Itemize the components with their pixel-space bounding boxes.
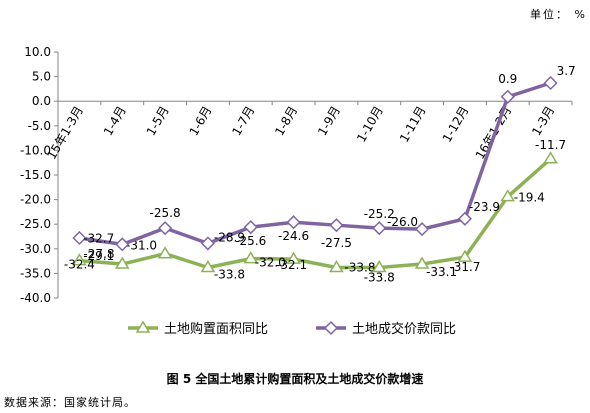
x-tick-label: 1-8月 <box>272 104 300 138</box>
data-point-diamond <box>72 230 87 246</box>
legend-label: 土地购置面积同比 <box>164 321 268 337</box>
data-point-diamond <box>372 221 387 236</box>
y-tick-label: 0.0 <box>32 94 51 108</box>
x-tick-label: 1-4月 <box>101 104 129 138</box>
data-point-triangle <box>243 251 259 264</box>
data-point-triangle <box>72 253 87 266</box>
data-label: -32.0 <box>255 256 286 270</box>
data-point-diamond <box>200 236 215 251</box>
data-point-triangle <box>414 256 430 269</box>
data-label: -23.9 <box>469 200 500 214</box>
data-label: -31.7 <box>449 260 480 274</box>
y-tick-label: -10.0 <box>20 143 51 157</box>
y-tick-label: -20.0 <box>20 193 51 207</box>
data-point-triangle <box>286 251 301 264</box>
data-label: -33.8 <box>364 270 395 284</box>
data-point-triangle <box>114 256 130 269</box>
data-label: -32.7 <box>83 231 114 245</box>
data-source-note: 数据来源：国家统计局。 <box>4 396 136 409</box>
data-label: -11.7 <box>535 138 566 152</box>
data-label: -33.1 <box>426 265 457 279</box>
data-point-triangle <box>543 151 558 164</box>
data-point-diamond <box>243 220 258 235</box>
data-point-diamond <box>329 218 344 233</box>
data-point-triangle <box>371 260 387 273</box>
x-tick-label: 1-5月 <box>144 104 172 138</box>
y-tick-label: -25.0 <box>20 217 51 231</box>
y-tick-label: 10.0 <box>24 45 51 59</box>
data-label: 3.7 <box>557 64 576 78</box>
data-label: -27.8 <box>83 247 114 261</box>
y-tick-label: -15.0 <box>20 168 51 182</box>
series-line-land-price <box>79 81 552 247</box>
y-tick-label: 5.0 <box>32 70 51 84</box>
data-label: -32.1 <box>276 258 307 272</box>
figure-caption: 图 5 全国土地累计购置面积及土地成交价款增速 <box>166 372 424 386</box>
data-label: -33.8 <box>214 267 245 281</box>
x-tick-label: 1-11月 <box>397 104 429 145</box>
data-label: -25.2 <box>364 207 395 221</box>
y-tick-label: -30.0 <box>20 242 51 256</box>
data-point-diamond <box>286 215 301 230</box>
data-label: -33.8 <box>344 260 375 274</box>
data-label: 0.9 <box>498 72 517 86</box>
unit-label: 单位： % <box>530 8 587 21</box>
data-label: -31.0 <box>126 239 157 253</box>
data-point-diamond <box>543 75 558 91</box>
data-point-diamond <box>115 237 130 252</box>
data-point-triangle <box>200 260 216 273</box>
data-label: -27.5 <box>321 236 352 250</box>
data-point-triangle <box>500 189 516 202</box>
data-point-diamond <box>500 89 515 104</box>
data-label: -25.8 <box>150 206 181 220</box>
data-label: -26.0 <box>387 215 418 229</box>
data-label: -29.1 <box>83 249 114 263</box>
data-label: -32.4 <box>64 258 95 272</box>
data-point-triangle <box>329 260 344 273</box>
data-point-triangle <box>457 249 473 262</box>
x-tick-label: 1-9月 <box>315 104 343 138</box>
y-tick-label: -5.0 <box>28 119 51 133</box>
x-tick-label: 1-7月 <box>229 104 257 138</box>
data-point-diamond <box>415 222 430 237</box>
x-tick-label: 1-6月 <box>187 104 215 138</box>
legend-marker-diamond <box>323 320 339 336</box>
data-point-triangle <box>157 246 173 259</box>
series-line-land-area <box>79 157 552 270</box>
data-point-diamond <box>457 211 472 226</box>
legend-label: 土地成交价款同比 <box>352 321 456 337</box>
x-tick-label: 1-3月 <box>529 104 557 138</box>
y-tick-label: -35.0 <box>20 266 51 280</box>
y-tick-label: -40.0 <box>20 291 51 305</box>
data-label: -19.4 <box>514 191 545 205</box>
x-tick-label: 1-12月 <box>440 104 472 145</box>
legend-marker-triangle <box>135 320 151 333</box>
data-label: -25.6 <box>235 234 266 248</box>
data-point-diamond <box>158 221 173 236</box>
data-label: -28.9 <box>214 230 245 244</box>
data-label: -24.6 <box>278 229 309 243</box>
x-tick-label: 1-10月 <box>354 104 386 145</box>
